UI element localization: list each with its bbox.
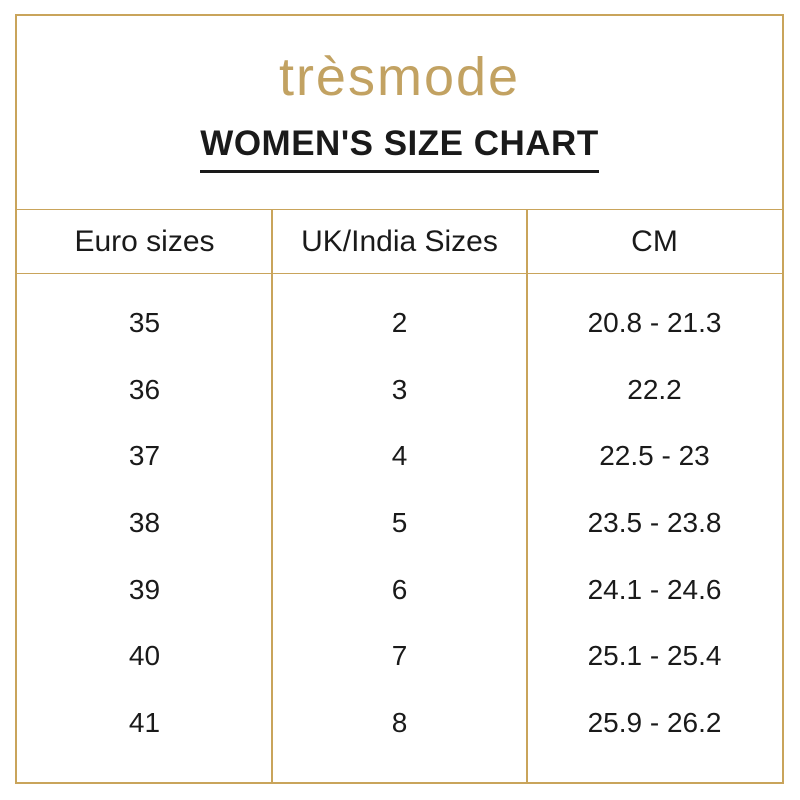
uk-size-cell: 5: [391, 506, 408, 538]
euro-size-cell: 35: [128, 307, 161, 339]
cm-range-cell: 24.1 - 24.6: [587, 573, 722, 605]
table-header-row: Euro sizes UK/India Sizes CM: [17, 209, 782, 274]
cm-range-cell: 23.5 - 23.8: [587, 506, 722, 538]
euro-size-cell: 41: [128, 706, 161, 738]
uk-size-cell: 3: [391, 373, 408, 405]
column-divider-1: [271, 209, 273, 782]
size-chart-card: trèsmode WOMEN'S SIZE CHART Euro sizes U…: [15, 14, 784, 784]
header-euro-sizes: Euro sizes: [74, 224, 215, 258]
title-wrap: WOMEN'S SIZE CHART: [200, 126, 599, 173]
uk-size-cell: 7: [391, 640, 408, 672]
euro-size-cell: 37: [128, 440, 161, 472]
column-divider-2: [526, 209, 528, 782]
cm-range-cell: 25.1 - 25.4: [587, 640, 722, 672]
header-uk-india-sizes: UK/India Sizes: [301, 224, 498, 258]
brand-logo: trèsmode: [278, 47, 521, 107]
euro-size-cell: 39: [128, 573, 161, 605]
euro-size-cell: 40: [128, 640, 161, 672]
euro-size-cell: 36: [128, 373, 161, 405]
euro-size-cell: 38: [128, 506, 161, 538]
card-header: trèsmode WOMEN'S SIZE CHART: [17, 16, 782, 209]
cm-range-cell: 22.5 - 23: [599, 440, 710, 472]
cm-range-cell: 25.9 - 26.2: [587, 706, 722, 738]
page-title: WOMEN'S SIZE CHART: [200, 126, 599, 173]
table-body: 35 2 20.8 - 21.3 36 3 22.2 37 4 22.5 - 2…: [17, 274, 782, 782]
cm-range-cell: 20.8 - 21.3: [587, 307, 722, 339]
header-cm: CM: [631, 224, 678, 258]
cm-range-cell: 22.2: [627, 373, 682, 405]
size-table: Euro sizes UK/India Sizes CM 35 2 20.8 -…: [17, 209, 782, 782]
uk-size-cell: 2: [391, 307, 408, 339]
uk-size-cell: 4: [391, 440, 408, 472]
uk-size-cell: 6: [391, 573, 408, 605]
uk-size-cell: 8: [391, 706, 408, 738]
